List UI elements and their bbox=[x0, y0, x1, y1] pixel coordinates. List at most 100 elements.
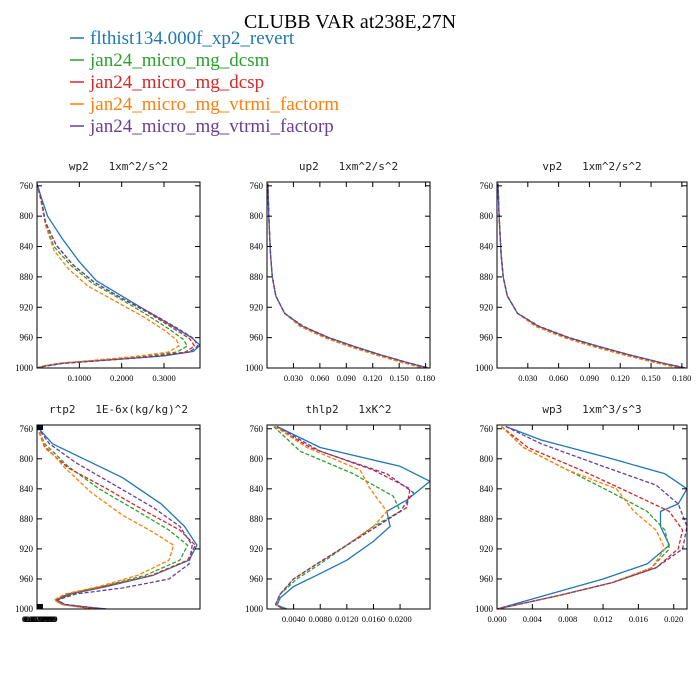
series-group bbox=[497, 183, 687, 368]
y-tick-label: 840 bbox=[20, 484, 34, 494]
series-group bbox=[497, 425, 687, 609]
y-tick-label: 800 bbox=[480, 454, 494, 464]
series-line bbox=[37, 183, 199, 368]
x-tick-label: 0.020000 bbox=[24, 614, 56, 624]
y-tick-label: 960 bbox=[250, 574, 264, 584]
y-tick-label: 840 bbox=[480, 484, 494, 494]
y-tick-label: 1000 bbox=[245, 604, 264, 614]
legend: flthist134.000f_xp2_revertjan24_micro_mg… bbox=[70, 28, 339, 137]
y-tick-label: 1000 bbox=[475, 363, 494, 373]
legend-item: jan24_micro_mg_vtrmi_factorm bbox=[70, 94, 339, 115]
series-line bbox=[37, 426, 198, 609]
x-tick-label: 0.060 bbox=[310, 373, 329, 383]
y-tick-label: 1000 bbox=[15, 363, 34, 373]
chart-panel: up2 1xm^2/s^2 760 800 840 880 920 960 1000 0.030… bbox=[245, 160, 435, 383]
x-tick-label: 0.004999 bbox=[22, 614, 54, 624]
x-tick-label: 0.015000 bbox=[23, 614, 55, 624]
y-tick-label: 880 bbox=[480, 272, 494, 282]
y-tick-label: 760 bbox=[480, 424, 494, 434]
y-tick-label: 840 bbox=[20, 242, 34, 252]
x-tick-label: 0.030 bbox=[284, 373, 303, 383]
y-tick-label: 760 bbox=[250, 181, 264, 191]
chart-panel: wp3 1xm^3/s^3 760 800 840 880 920 960 10000.000… bbox=[475, 403, 688, 624]
series-line bbox=[267, 183, 424, 368]
chart-panel: vp2 1xm^2/s^2 760 800 840 880 920 960 1000 0.030… bbox=[475, 160, 691, 383]
x-tick-label: 0.180 bbox=[416, 373, 435, 383]
series-line bbox=[37, 183, 196, 368]
series-line bbox=[274, 425, 388, 609]
y-tick-label: 920 bbox=[250, 302, 264, 312]
x-tick-label: 0.1000 bbox=[68, 373, 91, 383]
plot-frame bbox=[36, 181, 201, 369]
y-tick-label: 920 bbox=[20, 544, 34, 554]
x-tick-label: 0.029999 bbox=[26, 614, 58, 624]
series-line bbox=[37, 183, 188, 368]
series-line bbox=[267, 183, 429, 368]
x-tick-label: 0.020 bbox=[664, 614, 683, 624]
y-tick-label: 760 bbox=[20, 181, 34, 191]
x-tick-label: 0.016 bbox=[629, 614, 648, 624]
x-tick-label: 0.035 bbox=[33, 614, 52, 624]
plot-frame bbox=[266, 424, 431, 610]
series-group bbox=[273, 425, 430, 609]
y-tick-label: 880 bbox=[480, 514, 494, 524]
panel-title: wp3 1xm^3/s^3 bbox=[542, 403, 641, 416]
series-line bbox=[37, 183, 200, 368]
series-line bbox=[497, 183, 685, 368]
legend-label: jan24_micro_mg_vtrmi_factorp bbox=[89, 116, 334, 137]
y-tick-label: 800 bbox=[20, 454, 34, 464]
y-tick-label: 960 bbox=[250, 333, 264, 343]
series-group bbox=[267, 183, 430, 368]
series-line bbox=[37, 183, 180, 368]
y-tick-label: 840 bbox=[250, 484, 264, 494]
panel-title: vp2 1xm^2/s^2 bbox=[542, 160, 641, 173]
y-tick-label: 880 bbox=[20, 272, 34, 282]
x-tick-label: 0.024999 bbox=[25, 614, 57, 624]
series-group bbox=[37, 183, 200, 368]
x-tick-label: 0.120 bbox=[363, 373, 382, 383]
y-tick-label: 880 bbox=[250, 514, 264, 524]
x-tick-label: 0.000 bbox=[487, 614, 506, 624]
y-tick-label: 920 bbox=[480, 544, 494, 554]
y-tick-label: 760 bbox=[250, 424, 264, 434]
x-tick-label: 0.030 bbox=[518, 373, 537, 383]
x-tick-label: 0.060 bbox=[549, 373, 568, 383]
x-tick-label: 0.009999 bbox=[23, 614, 55, 624]
figure-title: CLUBB VAR at238E,27N bbox=[244, 11, 456, 33]
x-tick-label: 0.0120 bbox=[335, 614, 358, 624]
x-tick-label: 0.0040 bbox=[282, 614, 305, 624]
series-line bbox=[274, 425, 415, 609]
y-tick-label: 760 bbox=[480, 181, 494, 191]
panel-title: wp2 1xm^2/s^2 bbox=[69, 160, 168, 173]
series-line bbox=[497, 425, 687, 609]
legend-label: jan24_micro_mg_dcsm bbox=[89, 50, 270, 71]
plot-frame bbox=[496, 424, 688, 610]
x-tick-label: 0.180 bbox=[672, 373, 691, 383]
y-tick-label: 960 bbox=[480, 574, 494, 584]
series-line bbox=[267, 183, 428, 368]
y-tick-label: 1000 bbox=[245, 363, 264, 373]
series-line bbox=[497, 426, 670, 609]
series-line bbox=[497, 425, 687, 609]
series-line bbox=[497, 183, 679, 368]
x-tick-label: 0.090 bbox=[580, 373, 599, 383]
x-tick-label: 0.090 bbox=[337, 373, 356, 383]
x-tick-label: 0.150 bbox=[390, 373, 409, 383]
chart-panel: wp2 1xm^2/s^2 760 800 840 880 920 960 1000 0.100… bbox=[15, 160, 201, 383]
series-line bbox=[497, 183, 686, 368]
series-line bbox=[497, 425, 684, 609]
legend-label: jan24_micro_mg_vtrmi_factorm bbox=[89, 94, 339, 115]
panel-title: up2 1xm^2/s^2 bbox=[299, 160, 398, 173]
x-tick-label: 0.0080 bbox=[309, 614, 332, 624]
series-line bbox=[37, 426, 189, 609]
y-tick-label: 840 bbox=[480, 242, 494, 252]
series-line bbox=[267, 183, 424, 368]
x-tick-label: 0.008 bbox=[558, 614, 577, 624]
x-tick-label: 0.0200 bbox=[388, 614, 411, 624]
y-tick-label: 760 bbox=[20, 424, 34, 434]
x-tick-label: 0.3000 bbox=[152, 373, 175, 383]
legend-item: jan24_micro_mg_dcsp bbox=[70, 72, 264, 93]
y-tick-label: 920 bbox=[20, 302, 34, 312]
chart-panel: rtp2 1E-6x(kg/kg)^2 760 800 840 880 920 960 100… bbox=[15, 403, 201, 624]
